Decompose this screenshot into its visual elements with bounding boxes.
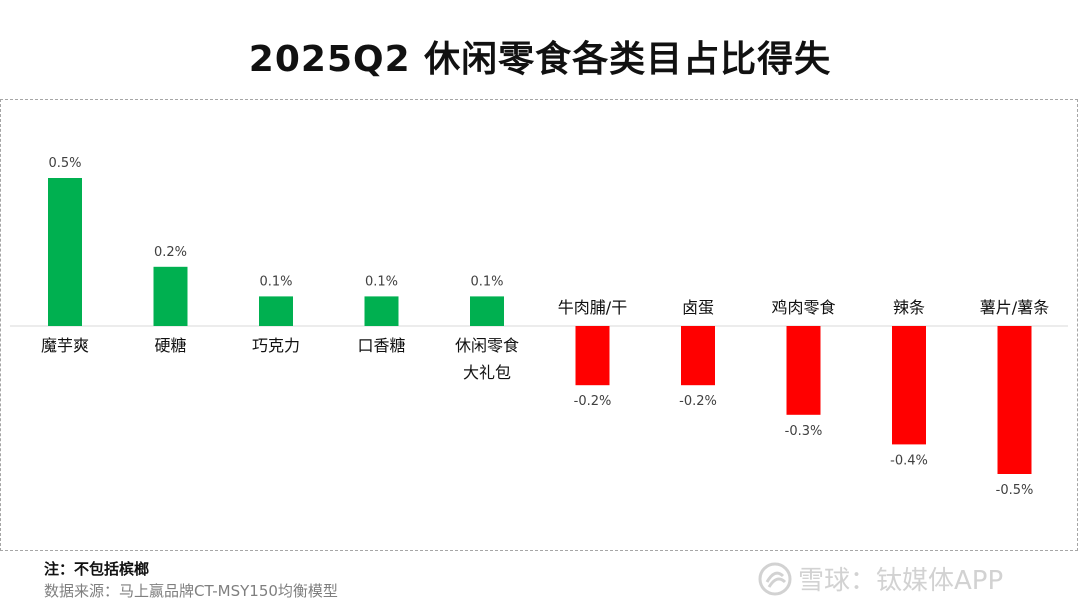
data-label-10: -0.5% <box>996 483 1034 498</box>
data-label-6: -0.2% <box>574 394 612 409</box>
watermark: 雪球：钛媒体APP <box>758 560 1003 597</box>
data-label-1: 0.5% <box>48 156 81 171</box>
category-label-7: 卤蛋 <box>682 298 714 317</box>
footnote: 注：不包括槟榔 <box>44 560 150 578</box>
data-source: 数据来源：马上赢品牌CT-MSY150均衡模型 <box>44 582 338 600</box>
category-label-1: 魔芋爽 <box>41 336 89 355</box>
bar-2 <box>153 266 188 326</box>
snowball-logo-icon <box>758 562 792 595</box>
bar-7 <box>681 326 715 386</box>
data-label-5: 0.1% <box>470 274 503 289</box>
bar-8 <box>786 326 821 415</box>
bar-1 <box>48 178 82 326</box>
category-label-8: 鸡肉零食 <box>771 298 835 317</box>
bars-group <box>10 178 1068 474</box>
category-label-2: 硬糖 <box>154 336 186 355</box>
data-label-4: 0.1% <box>365 274 398 289</box>
data-label-3: 0.1% <box>259 274 292 289</box>
data-label-9: -0.4% <box>890 453 928 468</box>
bar-5 <box>470 296 504 326</box>
category-label-10: 薯片/薯条 <box>980 298 1049 317</box>
category-label-5: 休闲零食 <box>455 336 519 355</box>
bar-9 <box>892 326 926 445</box>
bar-10 <box>997 326 1032 474</box>
chart-frame <box>0 99 1078 551</box>
data-label-7: -0.2% <box>679 394 717 409</box>
bar-4 <box>364 296 399 326</box>
bar-6 <box>575 326 610 386</box>
chart-title: 2025Q2 休闲零食各类目占比得失 <box>248 39 832 80</box>
category-label-6: 牛肉脯/干 <box>558 298 627 317</box>
category-label-3: 巧克力 <box>252 336 300 355</box>
category-label-4: 口香糖 <box>357 336 405 355</box>
category-label-9: 辣条 <box>893 298 925 317</box>
data-label-2: 0.2% <box>154 245 187 260</box>
data-label-8: -0.3% <box>785 424 823 439</box>
watermark-text: 雪球：钛媒体APP <box>798 566 1004 596</box>
bar-3 <box>259 296 293 326</box>
category-label-5: 大礼包 <box>463 363 511 382</box>
